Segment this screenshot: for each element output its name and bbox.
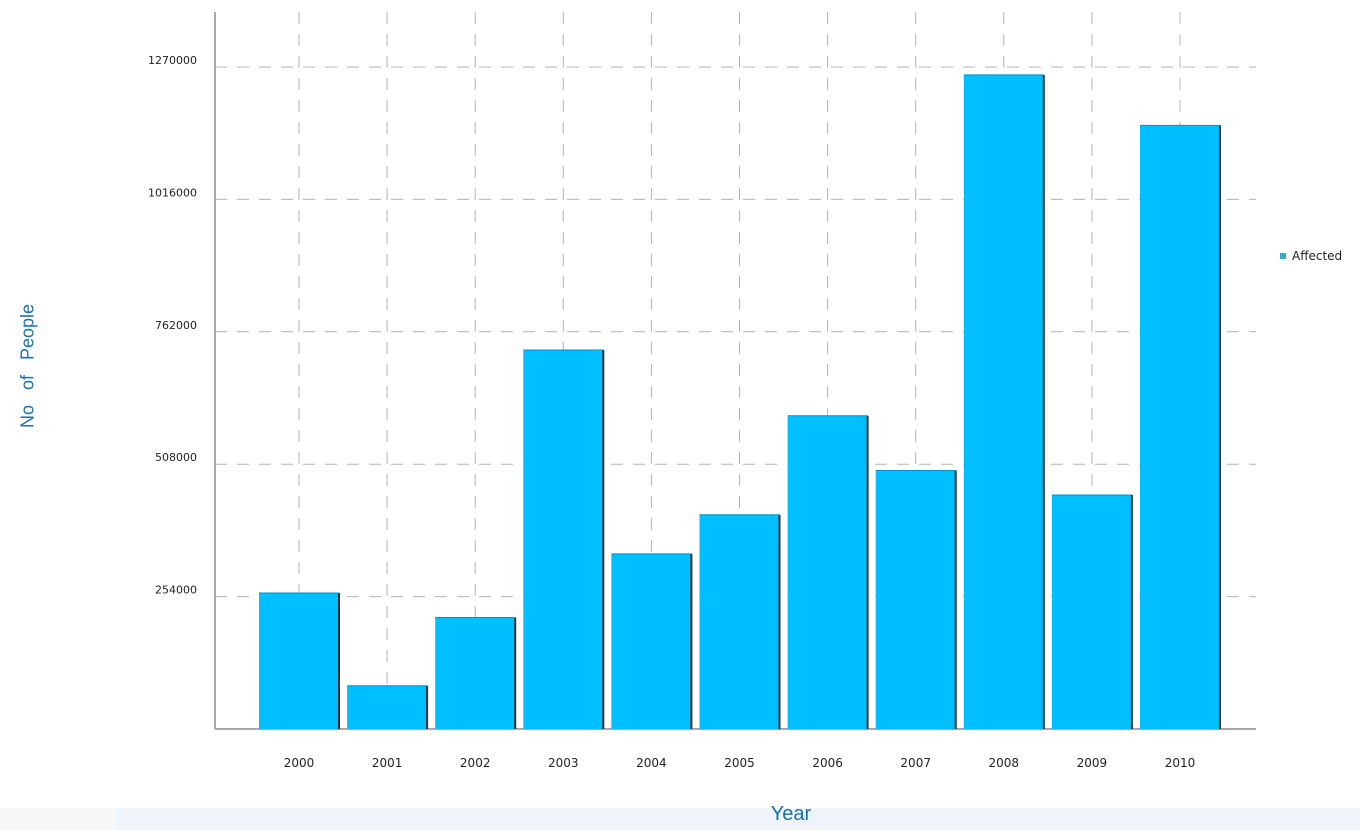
x-tick-label: 2004 — [636, 756, 667, 770]
bar — [699, 514, 780, 729]
x-tick-label: 2001 — [372, 756, 403, 770]
legend-swatch — [1280, 253, 1286, 259]
x-tick-label: 2010 — [1165, 756, 1196, 770]
bar — [259, 592, 339, 729]
y-tick-label: 762000 — [155, 319, 197, 332]
bar — [1051, 494, 1132, 729]
x-tick-label: 2006 — [812, 756, 843, 770]
legend-label: Affected — [1292, 249, 1343, 263]
x-tick-label: 2002 — [460, 756, 491, 770]
bottom-strip — [0, 808, 1360, 830]
x-tick-label: 2005 — [724, 756, 755, 770]
y-tick-label: 254000 — [155, 584, 197, 597]
bar — [435, 617, 516, 729]
x-tick-label: 2009 — [1077, 756, 1108, 770]
y-tick-label: 508000 — [155, 451, 197, 464]
bar — [1140, 125, 1220, 729]
y-tick-label: 1270000 — [148, 54, 197, 67]
y-axis-title: No of People — [17, 303, 38, 429]
x-axis-title: Year — [770, 803, 812, 825]
x-tick-label: 2003 — [548, 756, 579, 770]
bar — [875, 470, 956, 729]
bar — [347, 685, 428, 729]
bar — [523, 350, 604, 729]
bar — [963, 74, 1044, 729]
x-tick-label: 2000 — [284, 756, 315, 770]
x-tick-label: 2007 — [900, 756, 931, 770]
legend: Affected — [1280, 249, 1342, 263]
bottom-strip-left — [0, 808, 116, 830]
y-tick-label: 1016000 — [148, 186, 197, 199]
x-tick-label: 2008 — [989, 756, 1020, 770]
bar — [611, 553, 692, 729]
bar — [787, 415, 868, 729]
